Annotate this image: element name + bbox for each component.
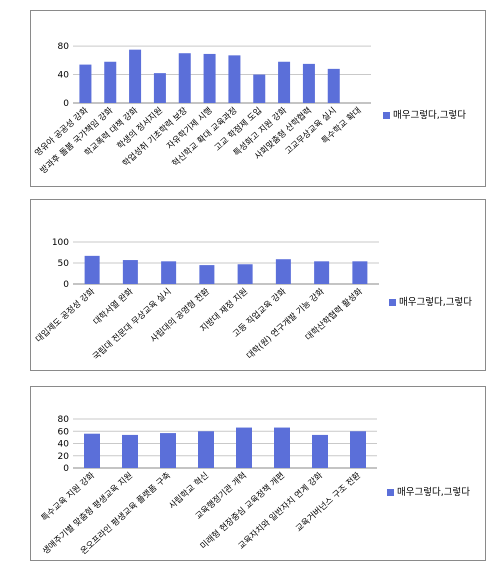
y-tick-label: 0 [63,99,69,109]
chart-panel-1: 0 40 80 영유아 공공성 강화 방과후 돌봄 국가책임 강화 학교폭력 대책 강화 학… [30,10,486,187]
y-tick-label: 40 [58,71,70,81]
legend-2-swatch [389,298,396,306]
bar [122,434,138,468]
y-tick-label: 60 [58,427,70,437]
y-tick-label: 0 [63,464,69,474]
bar [236,427,252,468]
bar [327,68,340,103]
bar [253,74,266,103]
y-tick-label: 20 [58,452,70,462]
category-label: 대학(원) 연구개발 기능 강화 [244,286,326,362]
category-label: 대입제도 공정성 강화 [33,286,97,345]
bar [84,433,100,468]
bar [122,260,138,284]
category-label: 교육거버넌스 구조 전환 [294,470,364,534]
legend-3: 매우그렇다,그렇다 [387,484,470,498]
y-tick-label: 100 [52,238,69,248]
y-tick-label: 50 [58,259,70,269]
chart-panel-2: 0 50 100 대입제도 공정성 강화 대학서열 완화 국립대 전문대 무상교육 실시 사… [30,199,486,371]
legend-3-swatch [387,488,394,496]
bar [275,259,291,284]
bar [84,255,100,284]
bar [352,261,368,284]
bar [302,63,315,103]
bar [312,434,328,468]
bar [161,261,177,284]
bar [274,427,290,468]
bar [314,261,330,284]
bar [153,73,166,103]
bar [129,49,142,103]
bar [178,53,191,103]
bar [199,265,215,284]
legend-2: 매우그렇다,그렇다 [389,294,472,308]
category-label: 국립대 전문대 무상교육 실시 [91,286,174,362]
y-tick-label: 0 [63,280,69,290]
legend-3-label: 매우그렇다,그렇다 [397,487,470,498]
bar [79,64,92,103]
y-tick-label: 80 [58,415,70,425]
legend-2-label: 매우그렇다,그렇다 [399,297,472,308]
legend-1-label: 매우그렇다,그렇다 [393,110,466,121]
bar [104,61,117,103]
legend-1-swatch [383,111,390,119]
bar [160,433,176,468]
bar [198,431,214,468]
legend-1: 매우그렇다,그렇다 [383,107,466,121]
bar [237,264,253,284]
chart-panel-3: 0 20 40 60 80 특수교육 지원 강화 생애주기별 맞춤형 평생교육 지원 온오프라… [30,386,486,561]
bar [203,53,216,103]
y-tick-label: 80 [58,42,70,52]
y-tick-label: 40 [58,440,70,450]
bar [350,431,366,468]
bar [278,61,291,103]
bar [228,55,241,103]
